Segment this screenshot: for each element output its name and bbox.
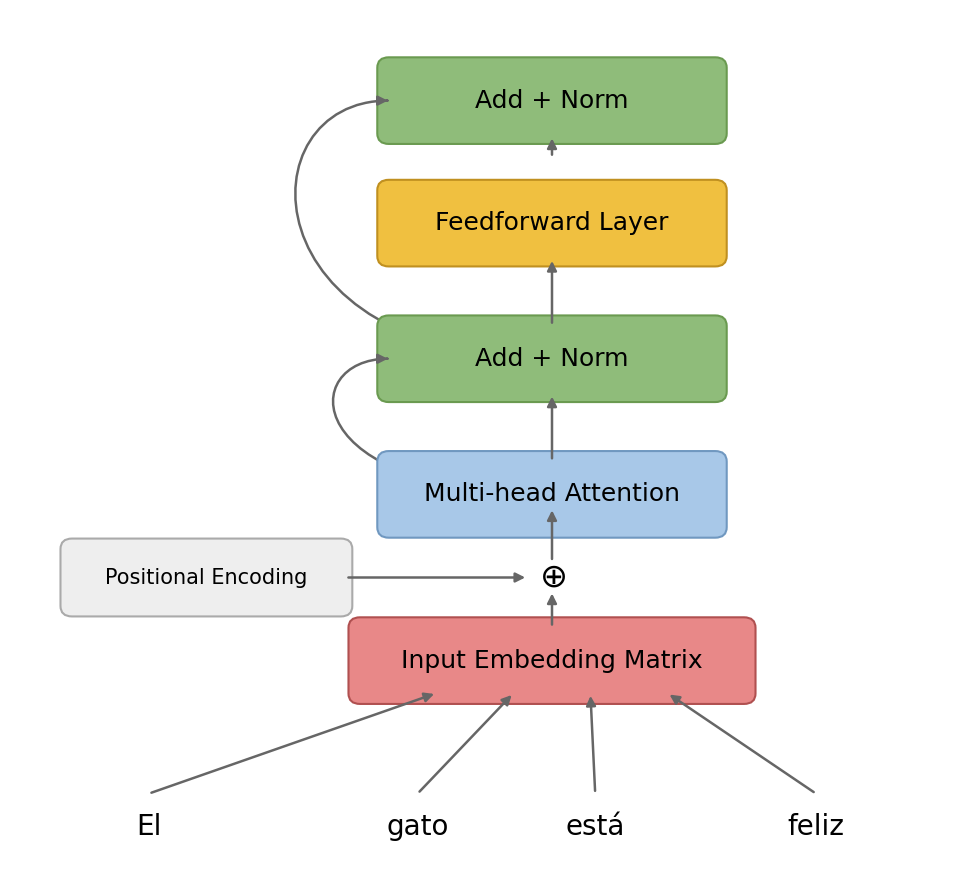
Text: El: El — [136, 813, 161, 841]
FancyBboxPatch shape — [60, 539, 352, 616]
Text: Add + Norm: Add + Norm — [475, 346, 629, 371]
Text: Feedforward Layer: Feedforward Layer — [435, 211, 669, 235]
FancyBboxPatch shape — [377, 452, 727, 537]
FancyBboxPatch shape — [348, 618, 756, 704]
FancyBboxPatch shape — [377, 316, 727, 402]
Text: Multi-head Attention: Multi-head Attention — [424, 482, 680, 507]
Text: gato: gato — [387, 813, 448, 841]
Text: Add + Norm: Add + Norm — [475, 88, 629, 113]
Text: Positional Encoding: Positional Encoding — [106, 568, 307, 587]
Text: $\oplus$: $\oplus$ — [539, 561, 565, 594]
FancyBboxPatch shape — [377, 58, 727, 144]
Text: feliz: feliz — [787, 813, 845, 841]
FancyBboxPatch shape — [377, 180, 727, 267]
Text: Input Embedding Matrix: Input Embedding Matrix — [401, 648, 703, 673]
Text: está: está — [565, 813, 625, 841]
